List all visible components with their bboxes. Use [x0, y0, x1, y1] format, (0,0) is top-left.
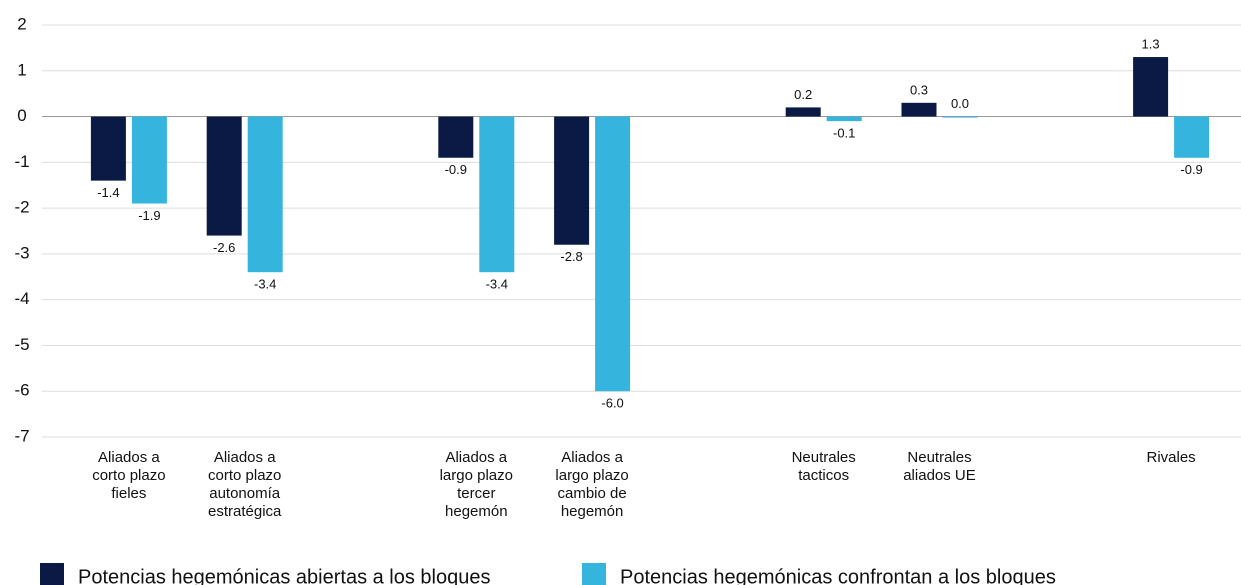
x-tick-label: Aliados a corto plazo autonomía estratég…: [208, 449, 282, 520]
y-tick-label: 2: [17, 14, 26, 33]
bar: [479, 116, 515, 273]
data-label: -3.4: [486, 277, 508, 292]
bar: [942, 116, 978, 118]
bar: [90, 116, 126, 181]
data-label: -3.4: [254, 277, 276, 292]
data-label: -0.1: [833, 126, 855, 141]
x-tick-label: Aliados a largo plazo cambio de hegemón: [555, 449, 629, 520]
x-tick-label: Aliados a largo plazo tercer hegemón: [439, 449, 513, 520]
y-tick-label: 1: [17, 60, 26, 79]
data-label: -0.9: [445, 162, 467, 177]
data-label: -6.0: [601, 396, 623, 411]
bar: [785, 107, 821, 117]
x-tick-label: Rivales: [1146, 449, 1196, 466]
bar: [1133, 57, 1169, 117]
bar: [554, 116, 590, 245]
data-label: 0.3: [910, 82, 928, 97]
bar: [247, 116, 283, 273]
legend-label: Potencias hegemónicas abiertas a los blo…: [78, 566, 490, 585]
bar: [131, 116, 167, 204]
legend-swatch: [582, 563, 606, 585]
x-tick-label: Aliados a corto plazo fieles: [92, 449, 166, 502]
data-label: 1.3: [1142, 36, 1160, 51]
bar: [1174, 116, 1210, 158]
x-tick-label: Neutrales tacticos: [791, 449, 856, 484]
y-tick-label: -2: [14, 198, 29, 217]
y-tick-label: -7: [14, 426, 29, 445]
y-tick-label: -4: [14, 289, 29, 308]
data-label: 0.0: [951, 96, 969, 111]
data-label: -0.9: [1180, 162, 1202, 177]
legend-swatch: [40, 563, 64, 585]
bar: [206, 116, 242, 236]
bar: [826, 116, 862, 122]
data-label: -2.6: [213, 240, 235, 255]
bar: [595, 116, 631, 392]
y-tick-label: -5: [14, 335, 29, 354]
y-tick-label: -3: [14, 243, 29, 262]
y-tick-label: -1: [14, 152, 29, 171]
y-tick-label: -6: [14, 381, 29, 400]
x-tick-label: Neutrales aliados UE: [903, 449, 976, 484]
bar: [438, 116, 474, 158]
bar: [901, 102, 937, 117]
data-label: -1.9: [138, 208, 160, 223]
data-label: 0.2: [794, 87, 812, 102]
legend-label: Potencias hegemónicas confrontan a los b…: [620, 566, 1056, 585]
y-tick-label: 0: [17, 106, 26, 125]
data-label: -1.4: [97, 185, 119, 200]
data-label: -2.8: [560, 249, 582, 264]
